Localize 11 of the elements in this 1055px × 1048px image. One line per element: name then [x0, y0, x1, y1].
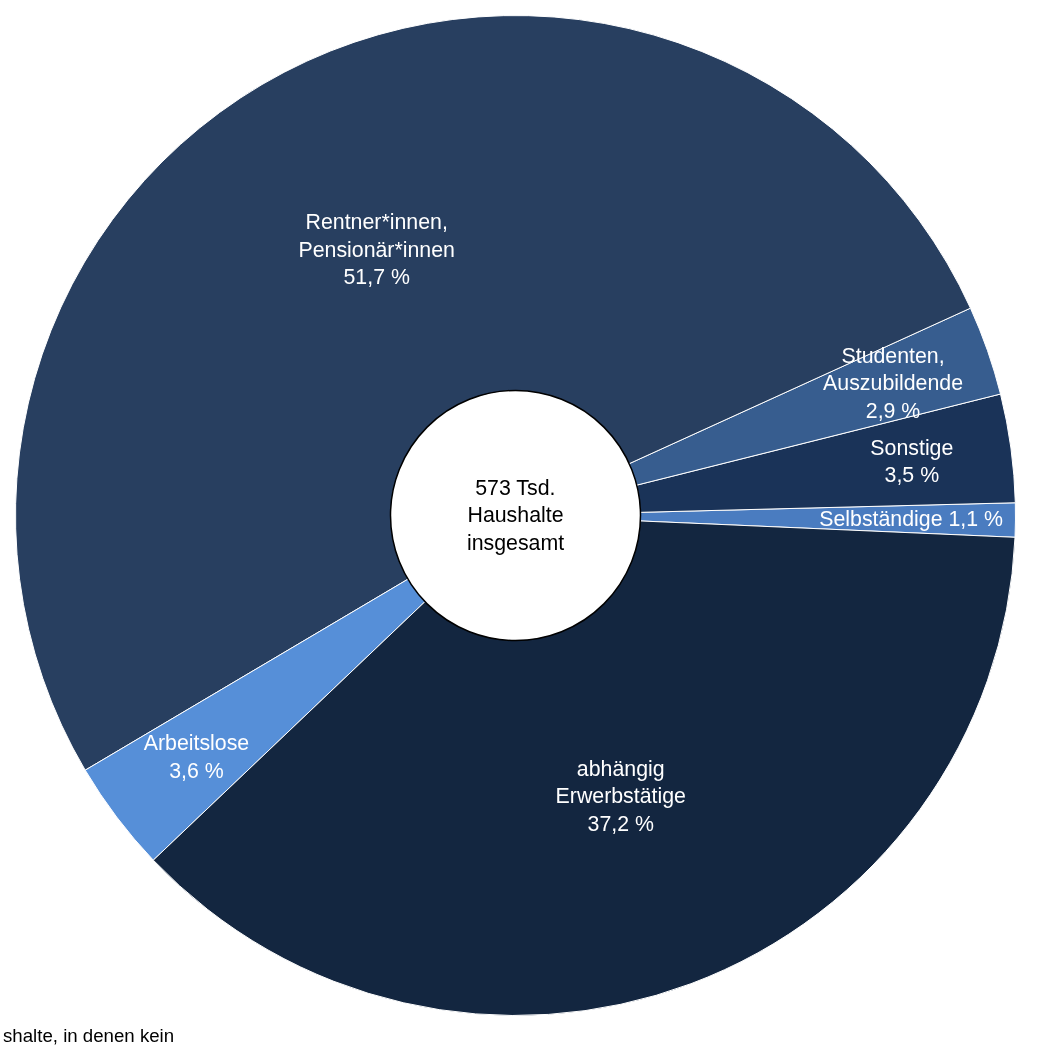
slice-label: Arbeitslose	[143, 730, 250, 755]
data-label: 3,5 %	[884, 463, 940, 488]
data-label: 3,6 %	[169, 758, 224, 783]
text: shalte, in denen kein	[3, 1024, 175, 1046]
text: 573 Tsd. Haushalte insgesamt	[466, 475, 565, 556]
slice-label: abhängig Erwerbstätige	[555, 756, 686, 809]
slice-label: Rentner*innen, Pensionär*innen	[298, 209, 455, 262]
slice-label: Sonstige	[870, 435, 954, 460]
data-label: 51,7 %	[343, 265, 410, 290]
slice-label: Selbständige 1,1 %	[819, 507, 1004, 532]
data-label: 37,2 %	[587, 812, 654, 837]
